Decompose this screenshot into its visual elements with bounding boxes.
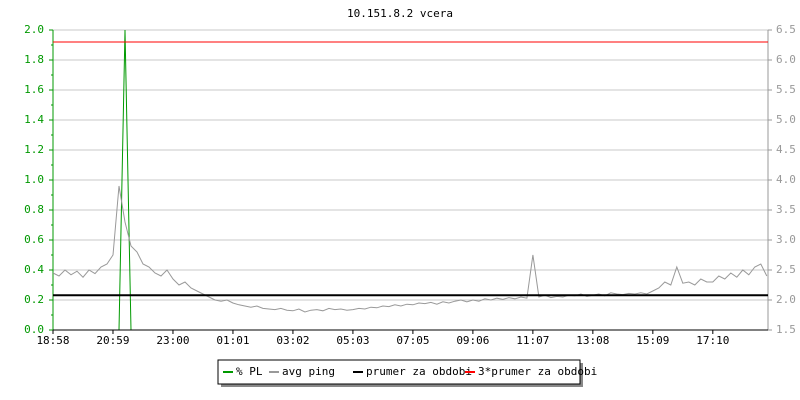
x-tick-label: 03:02 (276, 334, 309, 347)
ping-line (52, 185, 768, 313)
x-tick-label: 20:59 (96, 334, 129, 347)
y2-tick-label: 4.5 (776, 143, 796, 156)
x-tick-label: 11:07 (516, 334, 549, 347)
x-tick-label: 01:01 (216, 334, 249, 347)
legend-label: 3*prumer za obdobi (478, 365, 597, 378)
y-tick-label: 0.2 (24, 293, 44, 306)
chart-title: 10.151.8.2 vcera (347, 7, 453, 20)
y2-tick-label: 6.0 (776, 53, 796, 66)
x-tick-label: 07:05 (396, 334, 429, 347)
x-tick-label: 05:03 (336, 334, 369, 347)
x-tick-label: 23:00 (156, 334, 189, 347)
legend-label: % PL (236, 365, 263, 378)
y-tick-label: 1.8 (24, 53, 44, 66)
x-tick-label: 18:58 (36, 334, 69, 347)
x-tick-label: 15:09 (636, 334, 669, 347)
y2-tick-label: 4.0 (776, 173, 796, 186)
y2-tick-label: 3.5 (776, 203, 796, 216)
y2-tick-label: 1.5 (776, 323, 796, 336)
y-tick-label: 1.2 (24, 143, 44, 156)
x-tick-label: 13:08 (576, 334, 609, 347)
y-tick-label: 0.4 (24, 263, 44, 276)
y-tick-label: 0.6 (24, 233, 44, 246)
y-tick-label: 1.0 (24, 173, 44, 186)
y-tick-label: 1.4 (24, 113, 44, 126)
y-tick-label: 0.8 (24, 203, 44, 216)
x-tick-label: 17:10 (696, 334, 729, 347)
y2-tick-label: 3.0 (776, 233, 796, 246)
y2-tick-label: 2.0 (776, 293, 796, 306)
y2-tick-label: 5.5 (776, 83, 796, 96)
y2-tick-label: 5.0 (776, 113, 796, 126)
legend-label: avg ping (282, 365, 335, 378)
y-tick-label: 0.0 (24, 323, 44, 336)
x-tick-label: 09:06 (456, 334, 489, 347)
y2-tick-label: 6.5 (776, 23, 796, 36)
y-tick-label: 2.0 (24, 23, 44, 36)
y-tick-label: 1.6 (24, 83, 44, 96)
legend-label: prumer za obdobi (366, 365, 472, 378)
y2-tick-label: 2.5 (776, 263, 796, 276)
